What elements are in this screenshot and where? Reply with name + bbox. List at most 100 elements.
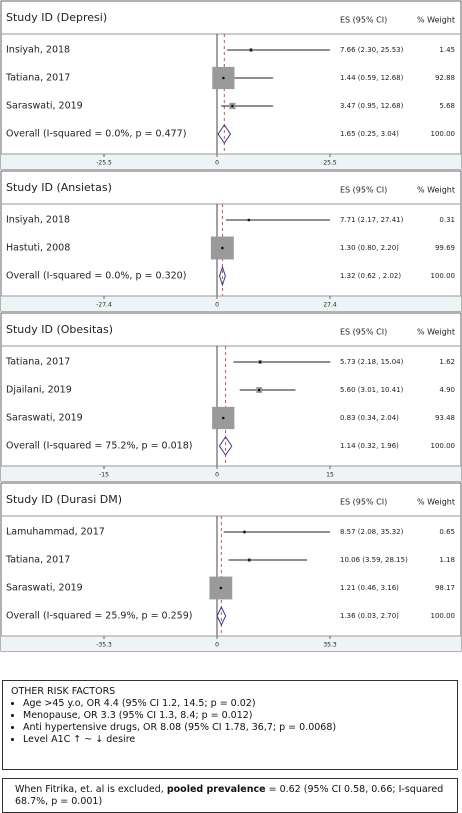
notes-list: Age >45 y.o, OR 4.4 (95% CI 1.2, 14.5; p… bbox=[11, 698, 449, 746]
note-item: Anti hypertensive drugs, OR 8.08 (95% CI… bbox=[23, 722, 449, 734]
point bbox=[231, 104, 234, 108]
weight-label: 92.88 bbox=[435, 74, 455, 82]
point bbox=[221, 246, 224, 250]
note-item: Level A1C ↑ ~ ↓ desire bbox=[23, 734, 449, 746]
x-tick-label: 0 bbox=[215, 302, 219, 309]
axis-band bbox=[1, 636, 461, 651]
panel-frame bbox=[0, 482, 462, 652]
x-tick-label: -15 bbox=[99, 472, 109, 479]
es-label: 1.21 (0.46, 3.16) bbox=[340, 584, 399, 592]
overall-weight-label: 100.00 bbox=[431, 442, 456, 450]
overall-diamond bbox=[216, 605, 227, 627]
es-label: 7.71 (2.17, 27.41) bbox=[340, 216, 404, 224]
panel-frame bbox=[0, 312, 462, 482]
weight-header: % Weight bbox=[417, 186, 455, 195]
es-header: ES (95% CI) bbox=[340, 186, 387, 195]
overall-label: Overall (I-squared = 0.0%, p = 0.320) bbox=[6, 271, 186, 282]
study-label: Tatiana, 2017 bbox=[5, 357, 70, 368]
point bbox=[221, 416, 225, 420]
study-label: Insiyah, 2018 bbox=[6, 215, 70, 226]
x-tick-label: 0 bbox=[215, 642, 219, 649]
weight-label: 93.48 bbox=[435, 414, 455, 422]
point bbox=[258, 360, 262, 364]
overall-label: Overall (I-squared = 75.2%, p = 0.018) bbox=[6, 441, 192, 452]
weight-label: 1.45 bbox=[439, 46, 455, 54]
axis-band bbox=[1, 296, 461, 311]
x-tick-label: 27.4 bbox=[323, 302, 337, 309]
panel-title: Study ID (Ansietas) bbox=[6, 181, 112, 194]
es-label: 3.47 (0.95, 12.68) bbox=[340, 102, 404, 110]
overall-diamond bbox=[219, 265, 226, 287]
weight-label: 5.68 bbox=[439, 102, 455, 110]
weight-label: 0.31 bbox=[439, 216, 455, 224]
summary-text: When Fitrika, et. al is excluded, bbox=[15, 784, 167, 795]
es-label: 5.73 (2.18, 15.04) bbox=[340, 358, 404, 366]
panel-title: Study ID (Obesitas) bbox=[6, 323, 113, 336]
es-label: 1.30 (0.80, 2.20) bbox=[340, 244, 399, 252]
note-item: Menopause, OR 3.3 (95% CI 1.3, 8.4; p = … bbox=[23, 710, 449, 722]
study-label: Lamuhammad, 2017 bbox=[6, 527, 105, 538]
point bbox=[249, 48, 253, 52]
weight-label: 4.90 bbox=[439, 386, 455, 394]
study-label: Insiyah, 2018 bbox=[6, 45, 70, 56]
overall-es-label: 1.65 (0.25, 3.04) bbox=[340, 130, 399, 138]
point bbox=[247, 218, 251, 222]
x-tick-label: 25.5 bbox=[323, 160, 337, 167]
study-label: Djailani, 2019 bbox=[6, 385, 72, 396]
es-label: 1.44 (0.59, 12.68) bbox=[340, 74, 404, 82]
weight-label: 0.65 bbox=[439, 528, 455, 536]
panel-title: Study ID (Depresi) bbox=[6, 11, 107, 24]
point bbox=[247, 558, 251, 562]
note-item: Age >45 y.o, OR 4.4 (95% CI 1.2, 14.5; p… bbox=[23, 698, 449, 710]
overall-weight-label: 100.00 bbox=[431, 612, 456, 620]
x-tick-label: -27.4 bbox=[96, 302, 112, 309]
es-label: 7.66 (2.30, 25.53) bbox=[340, 46, 404, 54]
point bbox=[222, 76, 225, 80]
study-label: Tatiana, 2017 bbox=[5, 555, 70, 566]
study-label: Saraswati, 2019 bbox=[6, 413, 83, 424]
overall-weight-label: 100.00 bbox=[431, 130, 456, 138]
x-tick-label: 35.3 bbox=[323, 642, 337, 649]
x-tick-label: 0 bbox=[215, 472, 219, 479]
es-header: ES (95% CI) bbox=[340, 498, 387, 507]
overall-label: Overall (I-squared = 25.9%, p = 0.259) bbox=[6, 611, 192, 622]
weight-header: % Weight bbox=[417, 16, 455, 25]
point bbox=[257, 388, 261, 392]
x-tick-label: 15 bbox=[326, 472, 334, 479]
es-label: 8.57 (2.08, 35.32) bbox=[340, 528, 404, 536]
weight-header: % Weight bbox=[417, 328, 455, 337]
es-label: 10.06 (3.59, 28.15) bbox=[340, 556, 408, 564]
summary-text: = 0.62 (95% CI 0.58, 0.66; I-squared 68.… bbox=[15, 784, 444, 807]
panel-title: Study ID (Durasi DM) bbox=[6, 493, 122, 506]
x-tick-label: 0 bbox=[215, 160, 219, 167]
es-label: 5.60 (3.01, 10.41) bbox=[340, 386, 404, 394]
study-label: Saraswati, 2019 bbox=[6, 101, 83, 112]
axis-band bbox=[1, 466, 461, 481]
weight-label: 1.18 bbox=[439, 556, 455, 564]
weight-header: % Weight bbox=[417, 498, 455, 507]
point bbox=[243, 530, 246, 534]
weight-label: 99.69 bbox=[435, 244, 455, 252]
axis-band bbox=[1, 154, 461, 169]
overall-es-label: 1.32 (0.62 , 2.02) bbox=[340, 272, 401, 280]
point bbox=[219, 586, 223, 590]
overall-diamond bbox=[217, 124, 232, 144]
study-label: Saraswati, 2019 bbox=[6, 583, 83, 594]
summary-box: When Fitrika, et. al is excluded, pooled… bbox=[2, 778, 458, 813]
overall-weight-label: 100.00 bbox=[431, 272, 456, 280]
weight-label: 98.17 bbox=[435, 584, 455, 592]
x-tick-label: -35.3 bbox=[96, 642, 112, 649]
risk-factors-box: OTHER RISK FACTORS Age >45 y.o, OR 4.4 (… bbox=[2, 680, 458, 770]
study-label: Tatiana, 2017 bbox=[5, 73, 70, 84]
weight-label: 1.62 bbox=[439, 358, 455, 366]
overall-es-label: 1.36 (0.03, 2.70) bbox=[340, 612, 399, 620]
overall-diamond bbox=[218, 436, 233, 456]
summary-bold: pooled prevalence bbox=[166, 784, 266, 795]
overall-es-label: 1.14 (0.32, 1.96) bbox=[340, 442, 399, 450]
overall-label: Overall (I-squared = 0.0%, p = 0.477) bbox=[6, 129, 186, 140]
study-label: Hastuti, 2008 bbox=[6, 243, 70, 254]
es-header: ES (95% CI) bbox=[340, 16, 387, 25]
notes-title: OTHER RISK FACTORS bbox=[11, 686, 116, 697]
es-header: ES (95% CI) bbox=[340, 328, 387, 337]
